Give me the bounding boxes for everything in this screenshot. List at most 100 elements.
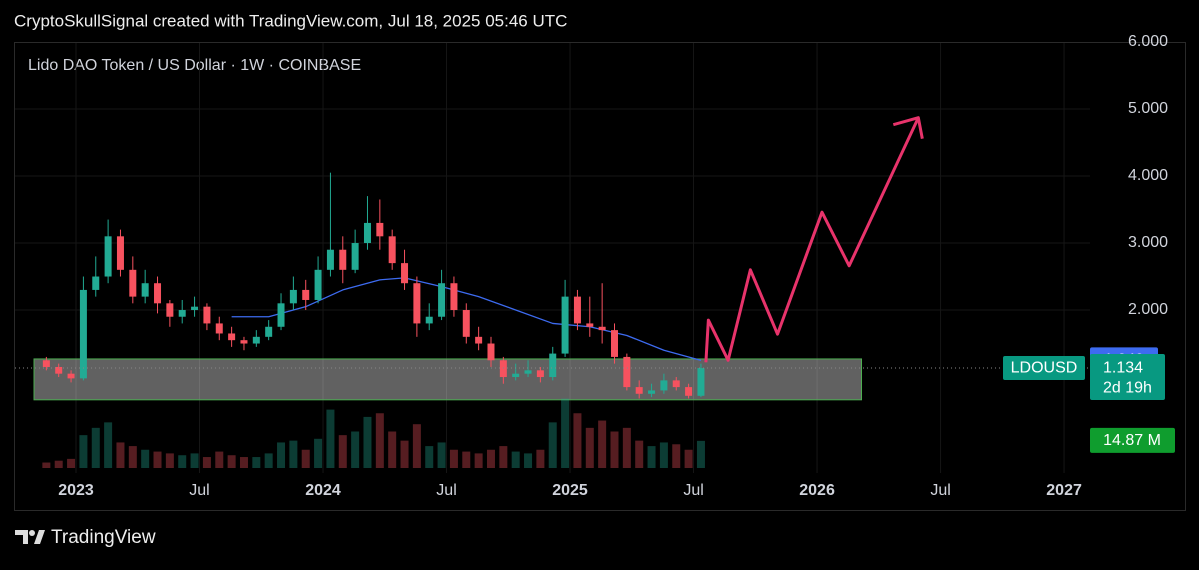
symbol-tag-box <box>1003 356 1085 381</box>
volume-bar <box>165 453 174 468</box>
candle-body <box>326 249 334 270</box>
candle-body <box>339 249 347 270</box>
x-tick-label: Jul <box>683 482 703 499</box>
candle-body <box>672 380 680 388</box>
y-tick-label: 6.000 <box>1128 33 1168 50</box>
x-tick-label: 2025 <box>552 482 588 499</box>
volume-bar <box>178 455 187 468</box>
volume-bar <box>622 427 631 468</box>
candle-body <box>462 310 470 337</box>
volume-bar <box>400 440 409 468</box>
candle-body <box>215 323 223 334</box>
volume-bar <box>104 422 113 468</box>
support-zone <box>33 358 863 401</box>
volume-bar <box>301 449 310 468</box>
candle-body <box>141 283 149 297</box>
candle-body <box>438 283 446 317</box>
candle-body <box>475 336 483 344</box>
candle-body <box>289 289 297 304</box>
candle-body <box>512 373 520 378</box>
candle-body <box>252 336 260 344</box>
candle-body <box>302 289 310 300</box>
candle-body <box>314 269 322 300</box>
volume-bar <box>314 438 323 468</box>
candle-body <box>376 222 384 237</box>
x-tick-label: 2023 <box>58 482 94 499</box>
volume-bar <box>573 413 582 468</box>
volume-bar <box>684 449 693 468</box>
candle-body <box>79 289 87 379</box>
candle-body <box>228 333 236 341</box>
y-tick-label: 5.000 <box>1128 100 1168 117</box>
volume-bar <box>659 442 668 468</box>
volume-bar <box>289 440 298 468</box>
candle-body <box>104 236 112 277</box>
volume-tag <box>1090 427 1175 453</box>
volume-bar <box>190 453 199 468</box>
volume-bar <box>610 431 619 468</box>
candle-body <box>240 340 248 344</box>
volume-bar <box>277 442 286 468</box>
candle-body <box>561 296 569 354</box>
candle-body <box>67 373 75 379</box>
volume-bar <box>635 440 644 468</box>
plot <box>15 43 1090 473</box>
volume-bar <box>511 451 520 468</box>
volume-bar <box>585 427 594 468</box>
y-tick-label: 4.000 <box>1128 167 1168 184</box>
candle-body <box>623 356 631 388</box>
candle-body <box>685 387 693 396</box>
volume-bar <box>449 449 458 468</box>
candle-body <box>648 390 656 394</box>
panel <box>14 42 1186 511</box>
price-tag-label: 1.134 <box>1103 359 1143 376</box>
volume-bar <box>227 455 236 468</box>
volume-bar <box>672 444 681 468</box>
x-tick-label: Jul <box>436 482 456 499</box>
forecast-arrowhead <box>892 116 924 139</box>
volume-bar <box>598 420 607 468</box>
volume-bar <box>462 451 471 468</box>
candle-body <box>363 222 371 244</box>
y-tick-label: 3.000 <box>1128 234 1168 251</box>
y-tick-label: 2.000 <box>1128 301 1168 318</box>
volume-bar <box>375 413 384 468</box>
volume-bar <box>486 449 495 468</box>
volume-bar <box>91 427 100 468</box>
candle-body <box>388 236 396 264</box>
countdown: 2d 19h <box>1103 379 1152 396</box>
price-tag <box>1090 354 1165 401</box>
volume-bar <box>474 453 483 468</box>
footer-brand: TradingView <box>51 527 156 548</box>
volume-bar <box>548 422 557 468</box>
volume-bar <box>116 442 125 468</box>
candle-body <box>586 323 594 327</box>
symbol-tag: LDOUSD <box>1011 359 1078 376</box>
candle-body <box>573 296 581 324</box>
volume-bar <box>42 462 51 468</box>
volume-bar <box>141 449 150 468</box>
candle-body <box>635 387 643 394</box>
candle-body <box>413 283 421 324</box>
candle-body <box>166 303 174 317</box>
candle-body <box>524 370 532 374</box>
candle-body <box>610 330 618 357</box>
volume-bar <box>647 446 656 468</box>
volume-bar <box>54 460 63 468</box>
candle-body <box>351 243 359 270</box>
candle-body <box>92 276 100 290</box>
candle-body <box>401 263 409 284</box>
candle-body <box>154 283 162 304</box>
candle-body <box>425 316 433 324</box>
candle-body <box>129 269 137 297</box>
tv-logo <box>15 530 45 544</box>
chart-title: Lido DAO Token / US Dollar · 1W · COINBA… <box>28 57 361 74</box>
candle-body <box>116 236 124 270</box>
x-tick-label: Jul <box>189 482 209 499</box>
volume-bar <box>338 435 347 468</box>
candle-body <box>499 360 507 378</box>
volume-bar <box>363 416 372 468</box>
volume-bar <box>437 442 446 468</box>
candle-body <box>55 366 63 374</box>
